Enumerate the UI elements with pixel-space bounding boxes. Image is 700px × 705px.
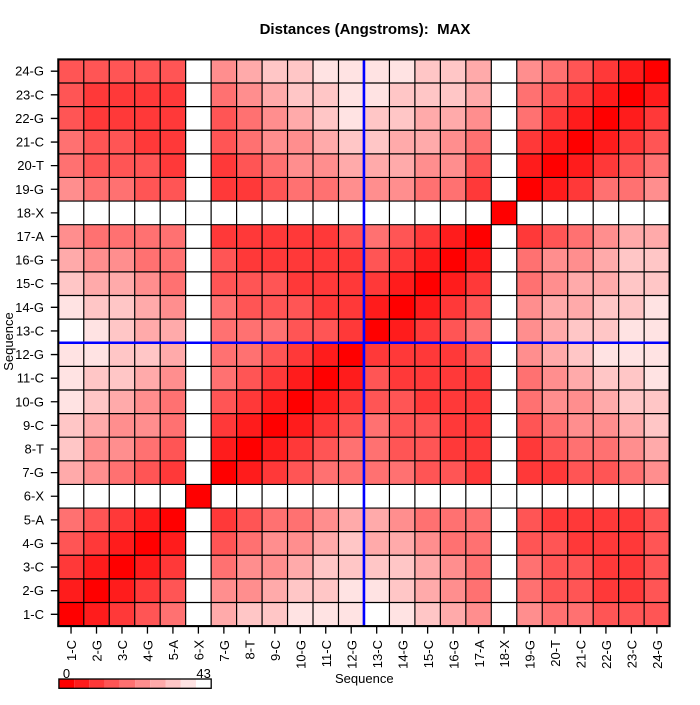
svg-text:23-C: 23-C — [16, 87, 44, 102]
svg-text:Sequence: Sequence — [1, 312, 16, 371]
svg-text:9-C: 9-C — [23, 418, 44, 433]
svg-text:19-G: 19-G — [523, 640, 538, 669]
svg-text:2-G: 2-G — [90, 640, 105, 662]
svg-text:4-G: 4-G — [22, 536, 44, 551]
svg-text:20-T: 20-T — [17, 158, 44, 173]
svg-text:14-G: 14-G — [15, 300, 44, 315]
svg-text:22-G: 22-G — [599, 640, 614, 669]
svg-text:13-C: 13-C — [370, 640, 385, 668]
svg-text:24-G: 24-G — [650, 640, 665, 669]
svg-text:17-A: 17-A — [17, 229, 45, 244]
svg-text:23-C: 23-C — [625, 640, 640, 668]
svg-text:12-G: 12-G — [15, 347, 44, 362]
svg-text:Distances (Angstroms): MAX: Distances (Angstroms): MAX — [260, 21, 471, 38]
svg-text:Sequence: Sequence — [335, 671, 394, 686]
svg-text:15-C: 15-C — [421, 640, 436, 668]
svg-text:20-T: 20-T — [548, 640, 563, 667]
svg-text:7-G: 7-G — [217, 640, 232, 662]
svg-text:10-G: 10-G — [293, 640, 308, 669]
svg-text:6-X: 6-X — [24, 489, 45, 504]
svg-text:22-G: 22-G — [15, 111, 44, 126]
svg-text:19-G: 19-G — [15, 182, 44, 197]
svg-text:8-T: 8-T — [243, 640, 258, 660]
svg-text:6-X: 6-X — [192, 640, 207, 661]
svg-text:5-A: 5-A — [166, 640, 181, 661]
svg-text:1-C: 1-C — [64, 640, 79, 661]
svg-text:13-C: 13-C — [16, 323, 44, 338]
svg-text:5-A: 5-A — [24, 512, 45, 527]
svg-text:9-C: 9-C — [268, 640, 283, 661]
svg-text:10-G: 10-G — [15, 394, 44, 409]
svg-text:18-X: 18-X — [497, 640, 512, 668]
svg-text:18-X: 18-X — [17, 205, 45, 220]
svg-text:3-C: 3-C — [115, 640, 130, 661]
svg-text:12-G: 12-G — [344, 640, 359, 669]
svg-text:21-C: 21-C — [16, 135, 44, 150]
svg-text:43: 43 — [196, 666, 210, 681]
svg-text:7-G: 7-G — [22, 465, 44, 480]
svg-text:2-G: 2-G — [22, 583, 44, 598]
svg-text:24-G: 24-G — [15, 64, 44, 79]
svg-text:17-A: 17-A — [472, 640, 487, 668]
svg-text:16-G: 16-G — [15, 253, 44, 268]
svg-text:21-C: 21-C — [574, 640, 589, 668]
svg-text:15-C: 15-C — [16, 276, 44, 291]
svg-text:11-C: 11-C — [17, 371, 44, 386]
svg-text:11-C: 11-C — [319, 640, 334, 667]
svg-text:1-C: 1-C — [23, 607, 44, 622]
svg-text:14-G: 14-G — [395, 640, 410, 669]
svg-text:16-G: 16-G — [446, 640, 461, 669]
svg-text:4-G: 4-G — [141, 640, 156, 662]
svg-text:8-T: 8-T — [25, 442, 45, 457]
svg-text:3-C: 3-C — [23, 560, 44, 575]
svg-text:0: 0 — [63, 666, 70, 681]
